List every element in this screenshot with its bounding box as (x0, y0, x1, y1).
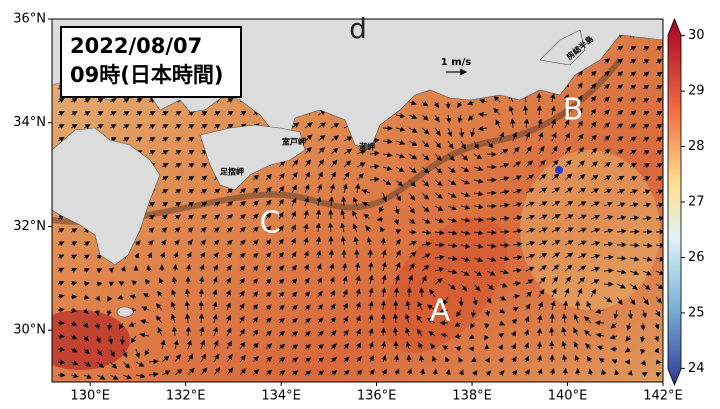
velocity-arrow (97, 283, 102, 284)
x-tick-label: 142°E (643, 389, 683, 404)
velocity-arrow (630, 231, 639, 232)
y-tick-label: 32°N (13, 219, 46, 234)
velocity-arrow (201, 289, 202, 297)
velocity-arrow (343, 197, 344, 206)
x-tick-label: 130°E (70, 389, 110, 404)
y-tick-label: 30°N (13, 323, 46, 338)
x-tick-label: 134°E (261, 389, 301, 404)
feature-label: C (260, 206, 281, 241)
scale-label: 1 m/s (441, 57, 472, 68)
velocity-arrow (486, 323, 487, 328)
place-label: 室戸岬 (282, 137, 306, 147)
y-tick-label: 34°N (13, 115, 46, 130)
x-tick-label: 132°E (166, 389, 206, 404)
velocity-arrow (175, 265, 176, 271)
colorbar-tick-label: 24 (688, 361, 705, 376)
velocity-arrow (630, 245, 639, 246)
colorbar-tick-label: 26 (688, 250, 705, 265)
velocity-arrow (487, 154, 496, 155)
colorbar-tick-label: 27 (688, 195, 705, 210)
colorbar-tick-label: 29 (688, 84, 705, 99)
velocity-arrow (596, 322, 604, 323)
colorbar-tick-label: 25 (688, 305, 705, 320)
place-label: 潮岬 (359, 142, 375, 152)
marker-point (555, 166, 563, 174)
colorbar-tick-label: 30 (688, 28, 705, 43)
x-tick-label: 138°E (452, 389, 492, 404)
velocity-arrow (604, 270, 613, 271)
island (117, 307, 133, 317)
warm-water (30, 310, 130, 370)
velocity-arrow (512, 119, 513, 128)
y-tick-label: 36°N (13, 12, 46, 27)
velocity-arrow (383, 128, 392, 129)
colorbar-tick-label: 28 (688, 139, 705, 154)
feature-label: A (430, 294, 451, 329)
time-text: 09時(日本時間) (70, 63, 223, 87)
velocity-arrow (617, 258, 626, 259)
cool-water (520, 150, 660, 310)
panel-label: d (349, 12, 367, 45)
date-text: 2022/08/07 (70, 34, 202, 58)
x-tick-label: 136°E (357, 389, 397, 404)
velocity-arrow (148, 266, 149, 271)
x-tick-label: 140°E (548, 389, 588, 404)
place-label: 足摺岬 (220, 167, 244, 177)
velocity-arrow (565, 369, 566, 375)
velocity-arrow (383, 314, 384, 323)
feature-label: B (563, 93, 584, 128)
colorbar (668, 19, 681, 385)
